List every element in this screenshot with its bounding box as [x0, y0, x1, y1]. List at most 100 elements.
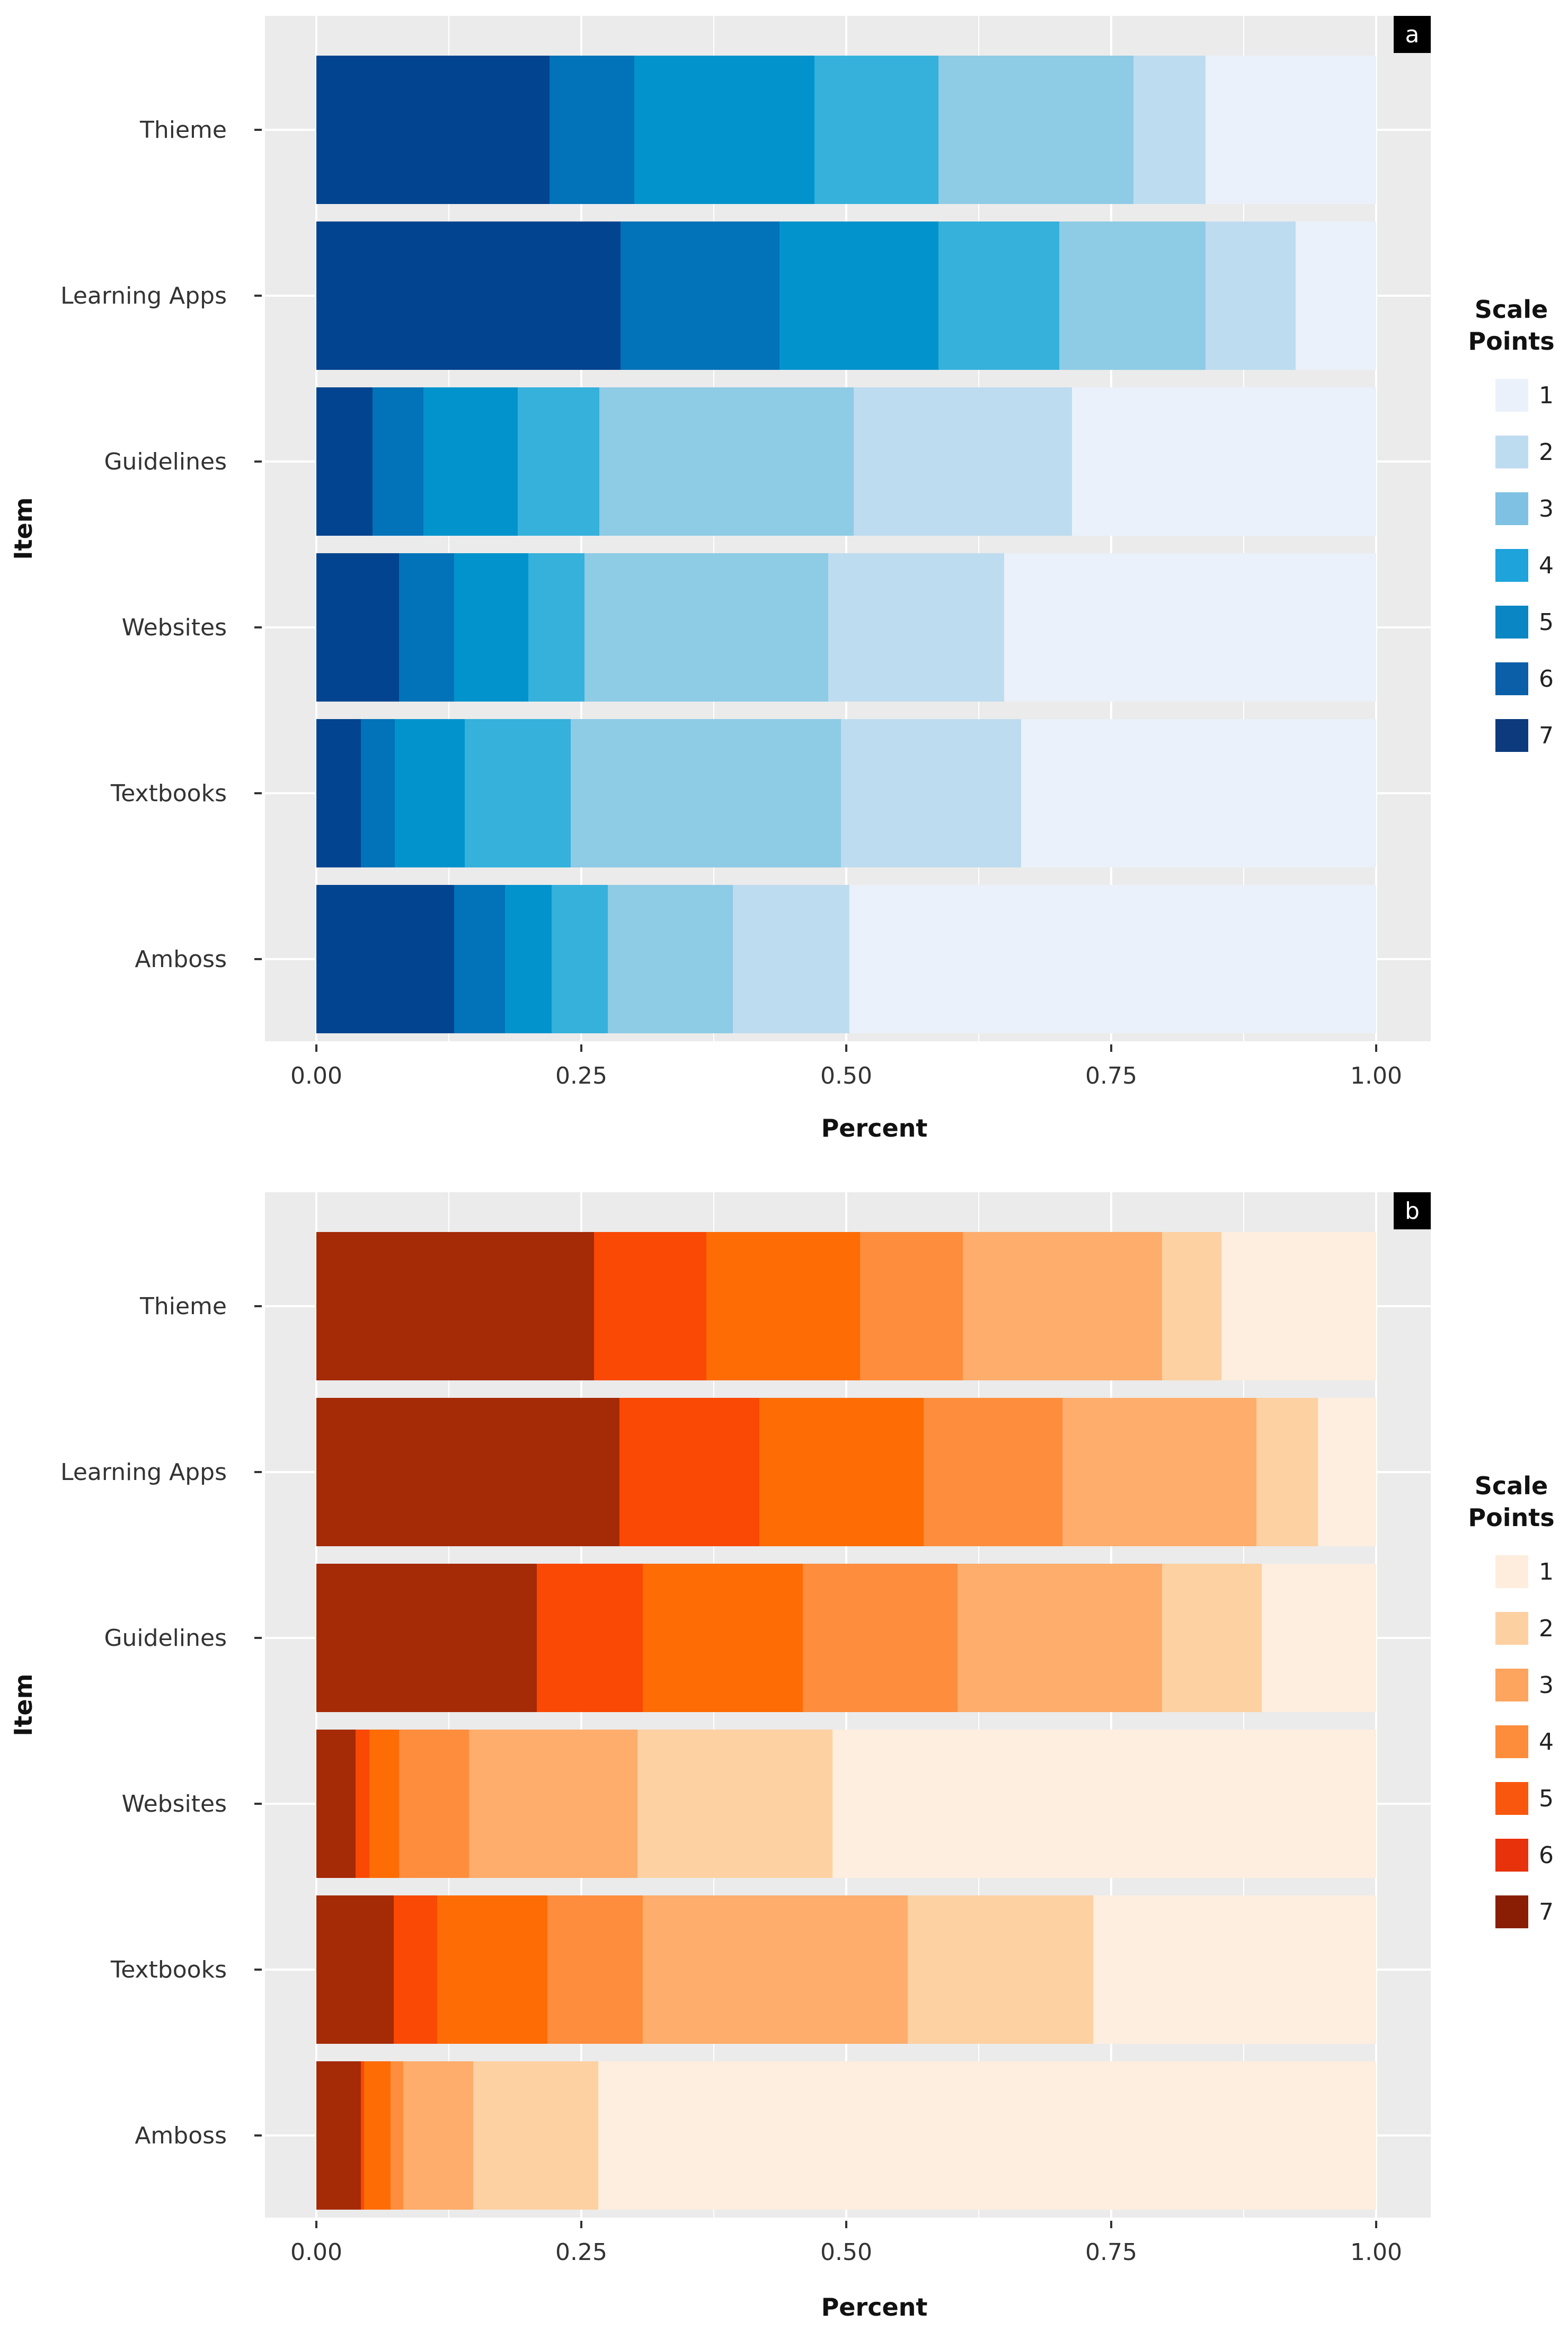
legend-key-6: [1495, 662, 1528, 695]
legend-key-3: [1495, 1669, 1528, 1701]
legend-label: 3: [1539, 1672, 1554, 1699]
bar-segment-thieme-1: [1206, 56, 1376, 204]
legend-label: 6: [1539, 666, 1554, 693]
legend-key-7: [1495, 719, 1528, 752]
y-tick-label: Learning Apps: [60, 1459, 227, 1486]
bar-segment-guidelines-1: [1072, 387, 1376, 536]
bar-segment-amboss-6: [454, 885, 505, 1033]
bar-segment-amboss-4: [552, 885, 608, 1033]
y-tick-label: Thieme: [139, 117, 227, 144]
legend-key-4: [1495, 1725, 1528, 1758]
bar-segment-websites-2: [828, 553, 1004, 702]
bar-segment-thieme-1: [1221, 1232, 1376, 1380]
bar-segment-textbooks-5: [395, 719, 465, 867]
x-tick-label: 1.00: [1350, 2239, 1402, 2266]
x-tick-label: 0.25: [555, 1062, 607, 1089]
legend-key-1: [1495, 379, 1528, 412]
legend-key-3: [1495, 492, 1528, 525]
bar-segment-textbooks-2: [908, 1895, 1093, 2044]
bar-segment-websites-7: [316, 553, 399, 702]
bar-segment-thieme-2: [1162, 1232, 1221, 1380]
legend-label: 1: [1539, 382, 1554, 409]
y-tick-label: Amboss: [135, 2122, 227, 2149]
bar-segment-textbooks-1: [1021, 719, 1376, 867]
bar-segment-amboss-5: [364, 2061, 391, 2210]
panel-tag: a: [1405, 21, 1420, 48]
bar-segment-learning-apps-2: [1256, 1398, 1318, 1546]
bar-segment-amboss-4: [391, 2061, 403, 2210]
bar-segment-textbooks-2: [841, 719, 1021, 867]
legend-label: 4: [1539, 552, 1554, 579]
bar-segment-guidelines-3: [958, 1564, 1162, 1712]
x-tick-label: 0.75: [1085, 2239, 1137, 2266]
bar-segment-thieme-4: [814, 56, 938, 204]
bar-segment-thieme-7: [316, 1232, 594, 1380]
bar-segment-thieme-4: [860, 1232, 963, 1380]
bar-segment-amboss-3: [608, 885, 733, 1033]
legend-label: 3: [1539, 495, 1554, 522]
legend-title: Scale: [1475, 295, 1548, 324]
y-axis-title: Item: [9, 497, 38, 560]
legend-title: Scale: [1475, 1472, 1548, 1500]
legend-label: 7: [1539, 1899, 1554, 1926]
bar-segment-thieme-7: [316, 56, 550, 204]
x-tick-label: 0.50: [820, 1062, 872, 1089]
legend-label: 5: [1539, 1785, 1554, 1812]
bar-segment-learning-apps-2: [1206, 221, 1296, 370]
legend-title: Points: [1468, 327, 1554, 356]
y-tick-label: Textbooks: [110, 780, 227, 807]
y-tick-label: Websites: [122, 1791, 227, 1818]
x-axis-title: Percent: [821, 2293, 928, 2321]
legend-key-4: [1495, 549, 1528, 582]
y-tick-label: Amboss: [135, 946, 227, 973]
bar-segment-websites-7: [316, 1730, 356, 1878]
legend-label: 4: [1539, 1729, 1554, 1756]
bar-segment-learning-apps-5: [759, 1398, 924, 1546]
bar-segment-thieme-5: [706, 1232, 860, 1380]
bar-segment-websites-1: [832, 1730, 1376, 1878]
panel-tag: b: [1405, 1198, 1420, 1225]
bar-segment-textbooks-5: [437, 1895, 547, 2044]
bar-segment-textbooks-7: [316, 719, 361, 867]
legend-key-1: [1495, 1555, 1528, 1588]
bar-segment-websites-4: [399, 1730, 469, 1878]
bar-segment-websites-6: [399, 553, 454, 702]
legend-label: 2: [1539, 439, 1554, 466]
bar-segment-amboss-1: [849, 885, 1376, 1033]
bar-segment-learning-apps-1: [1318, 1398, 1376, 1546]
bar-segment-learning-apps-7: [316, 1398, 619, 1546]
y-tick-label: Guidelines: [104, 1625, 227, 1652]
x-tick-label: 0.25: [555, 2239, 607, 2266]
x-tick-label: 1.00: [1350, 1062, 1402, 1089]
bar-segment-guidelines-3: [599, 387, 854, 536]
bar-segment-learning-apps-6: [621, 221, 779, 370]
bar-segment-thieme-5: [634, 56, 814, 204]
legend-label: 6: [1539, 1842, 1554, 1869]
legend-key-5: [1495, 606, 1528, 639]
bar-segment-amboss-1: [598, 2061, 1376, 2210]
legend-label: 5: [1539, 609, 1554, 636]
bar-segment-guidelines-4: [518, 387, 599, 536]
bar-segment-websites-4: [528, 553, 584, 702]
bar-segment-amboss-3: [403, 2061, 473, 2210]
bar-segment-websites-5: [369, 1730, 399, 1878]
bar-segment-learning-apps-4: [924, 1398, 1062, 1546]
bar-segment-textbooks-6: [394, 1895, 437, 2044]
bar-segment-amboss-2: [733, 885, 849, 1033]
x-tick-label: 0.75: [1085, 1062, 1137, 1089]
legend-key-7: [1495, 1895, 1528, 1928]
legend-key-6: [1495, 1839, 1528, 1872]
bar-segment-guidelines-4: [803, 1564, 958, 1712]
panel-tag-background: [1394, 16, 1431, 53]
bar-segment-thieme-2: [1133, 56, 1206, 204]
bar-segment-thieme-3: [938, 56, 1133, 204]
bar-segment-websites-1: [1004, 553, 1376, 702]
bar-segment-learning-apps-3: [1062, 1398, 1256, 1546]
legend-key-2: [1495, 436, 1528, 468]
x-axis-title: Percent: [821, 1114, 928, 1142]
x-tick-label: 0.00: [290, 2239, 342, 2266]
bar-segment-textbooks-4: [465, 719, 571, 867]
bar-segment-amboss-5: [505, 885, 552, 1033]
bar-segment-amboss-7: [316, 2061, 361, 2210]
